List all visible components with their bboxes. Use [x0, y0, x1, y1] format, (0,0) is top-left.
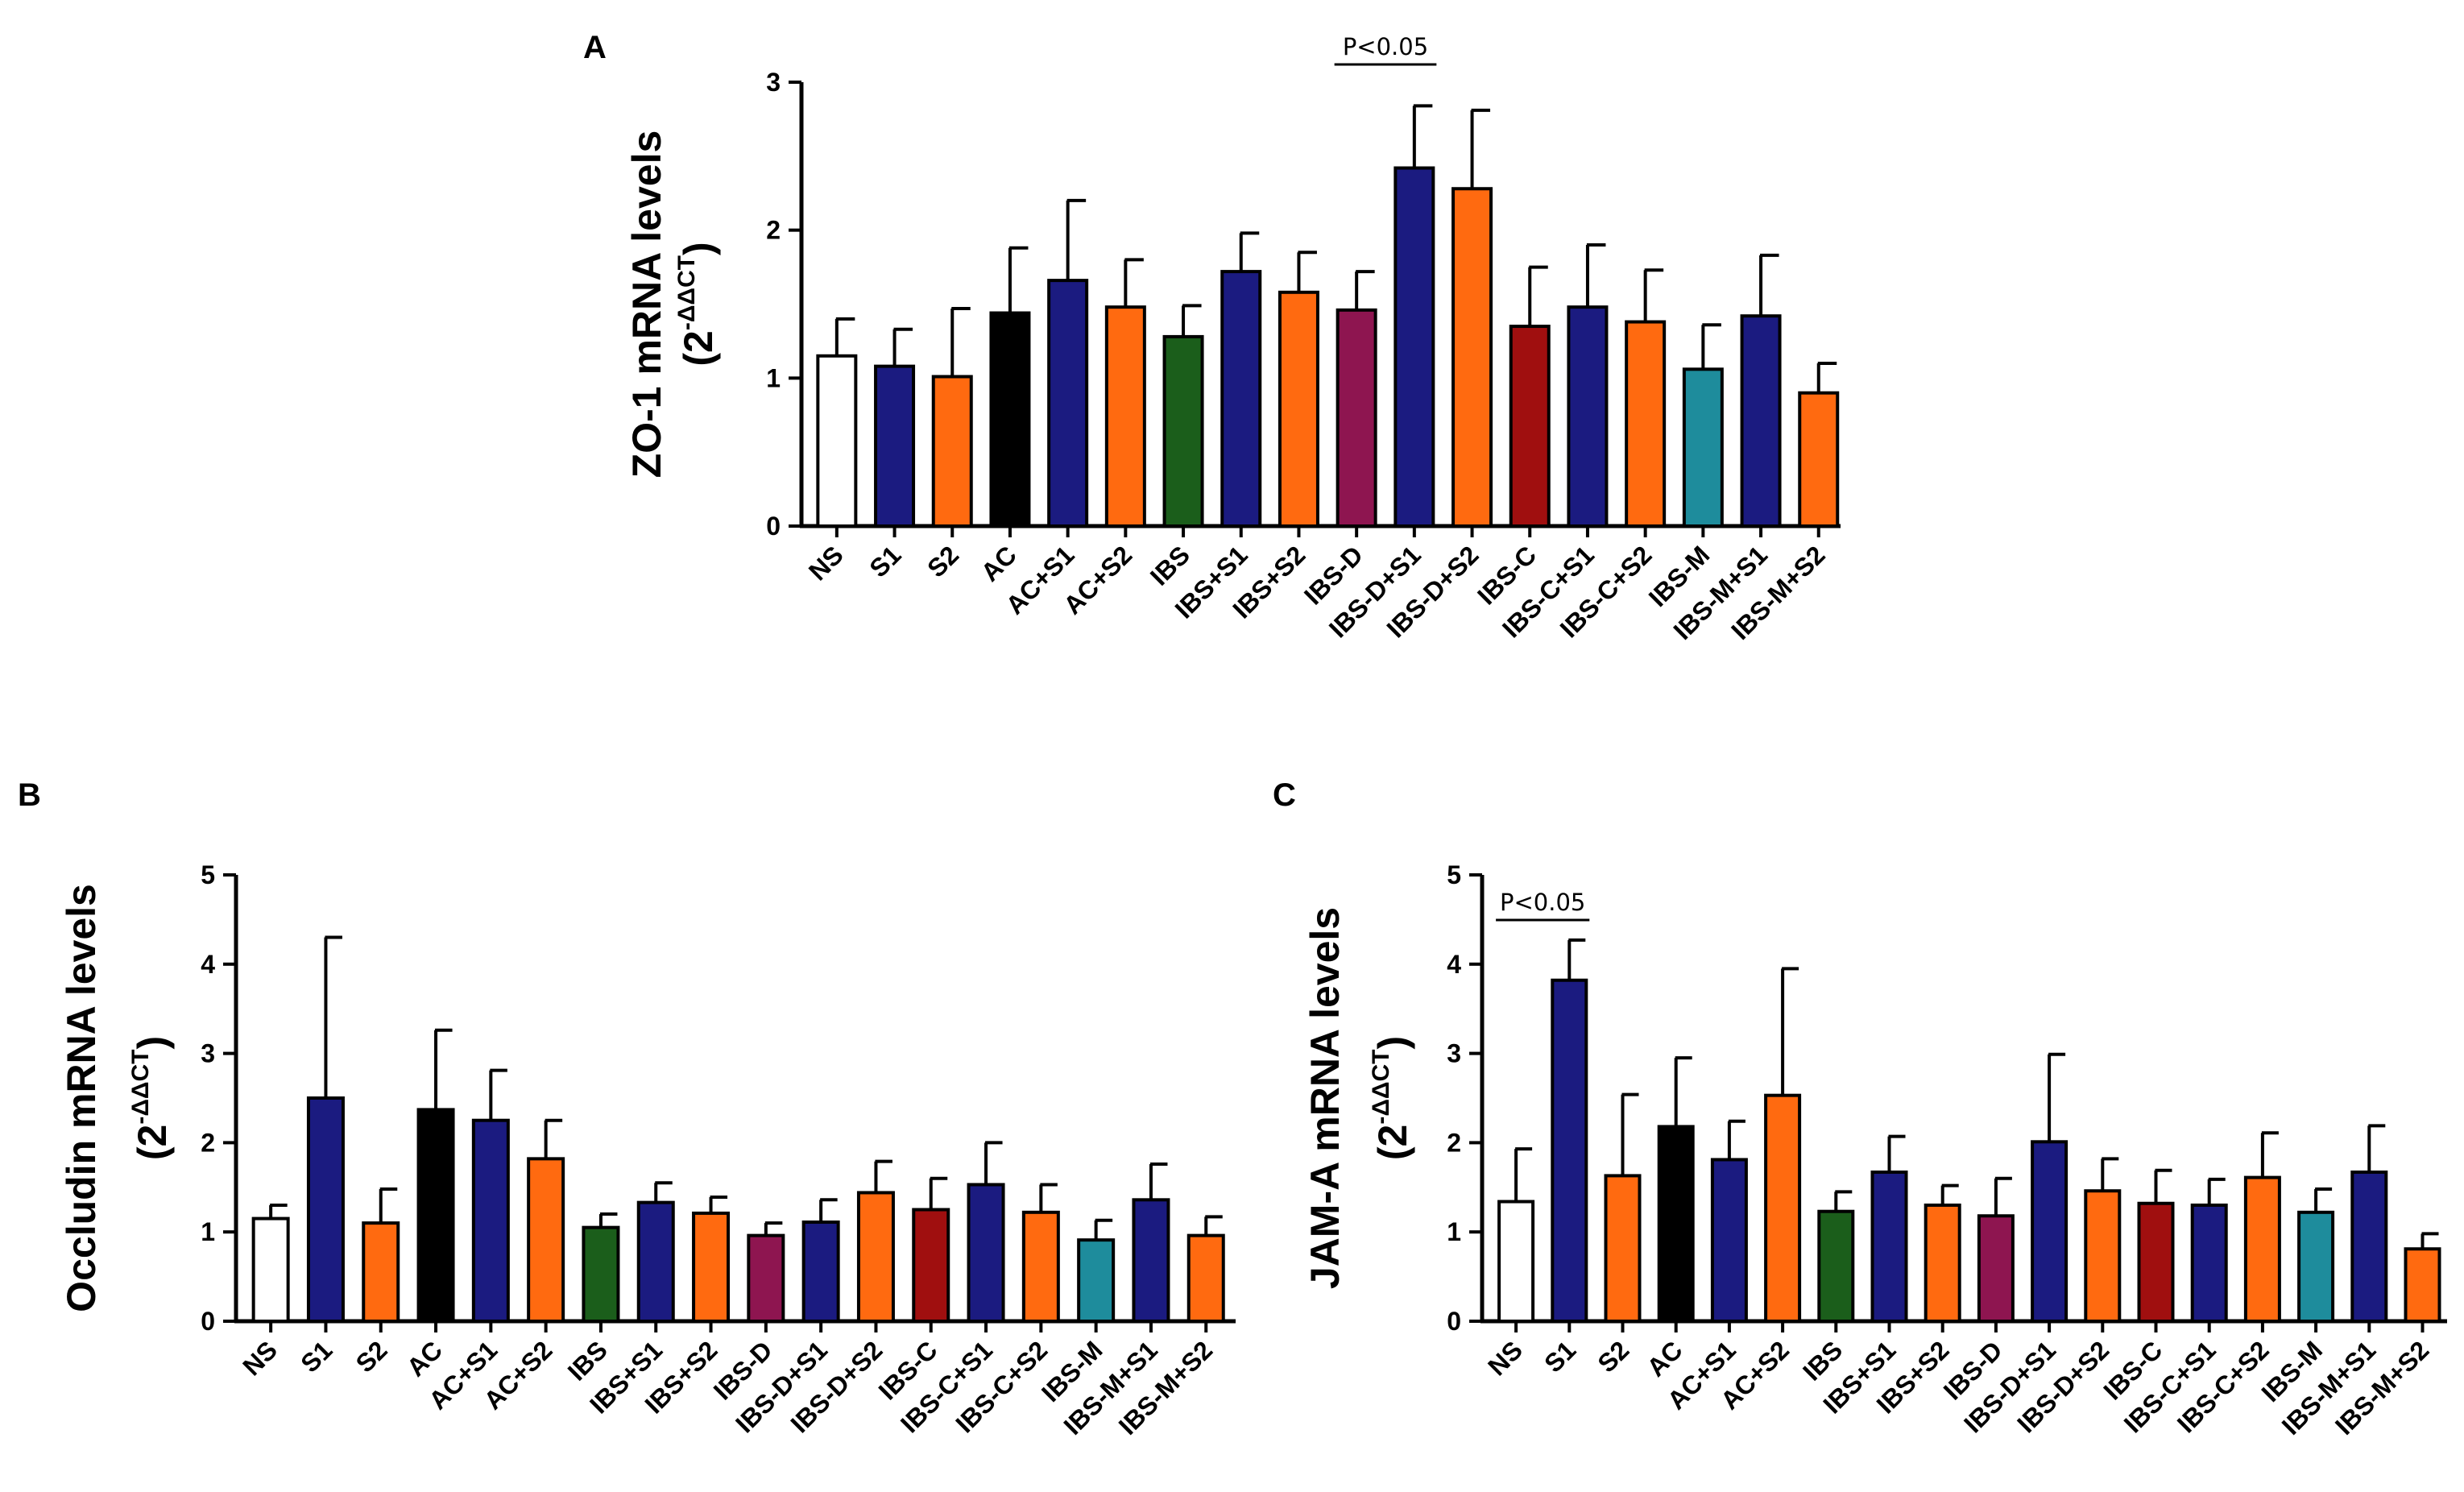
- bar-AC: [989, 311, 1031, 528]
- bar-IBS-C: [912, 1208, 950, 1323]
- bar-AC+S1: [1710, 1158, 1748, 1324]
- x-tick-label: NS: [803, 540, 849, 586]
- y-tick-label: 1: [766, 363, 781, 392]
- bar-IBS+S1: [636, 1200, 675, 1323]
- y-tick-label: 3: [1447, 1039, 1461, 1068]
- bar-AC+S1: [1047, 279, 1089, 528]
- bar-IBS: [582, 1225, 620, 1324]
- bar-IBS-C+S1: [1567, 305, 1609, 528]
- y-axis-title: ZO-1 mRNA levels: [624, 131, 669, 479]
- bar-IBS-D: [1336, 308, 1377, 528]
- y-tick-label: 0: [766, 512, 781, 541]
- bar-IBS-D+S1: [801, 1221, 840, 1323]
- bar-NS: [1497, 1200, 1535, 1323]
- bar-S1: [1551, 978, 1588, 1324]
- bar-IBS: [1817, 1209, 1855, 1323]
- bar-IBS: [1162, 334, 1204, 528]
- x-tick-label: IBS: [1145, 540, 1195, 591]
- bar-IBS+S2: [692, 1211, 731, 1323]
- y-tick-label: 1: [201, 1217, 215, 1246]
- bar-S2: [362, 1221, 400, 1323]
- x-tick-label: NS: [237, 1335, 283, 1381]
- bar-AC: [1657, 1125, 1695, 1324]
- bar-S2: [1604, 1174, 1642, 1323]
- y-tick-label: 2: [1447, 1128, 1461, 1157]
- bar-IBS-C+S1: [2190, 1203, 2228, 1323]
- x-tick-label: NS: [1482, 1335, 1528, 1381]
- bar-IBS-M+S2: [2404, 1247, 2441, 1323]
- y-tick-label: 0: [201, 1307, 215, 1336]
- bar-IBS-M+S1: [1132, 1198, 1170, 1324]
- bar-IBS-C+S2: [2243, 1175, 2281, 1324]
- y-tick-label: 3: [201, 1039, 215, 1068]
- bar-S2: [931, 375, 973, 528]
- bar-IBS-M+S1: [2350, 1170, 2388, 1323]
- bar-IBS-D+S2: [1451, 187, 1493, 528]
- bar-IBS-D+S1: [2031, 1140, 2069, 1323]
- bar-IBS-D: [1977, 1214, 2015, 1323]
- bar-NS: [251, 1216, 290, 1323]
- y-tick-label: 0: [1447, 1307, 1461, 1336]
- x-tick-label: S1: [1538, 1335, 1581, 1378]
- bar-IBS+S1: [1220, 270, 1262, 528]
- x-tick-label: S1: [295, 1335, 338, 1378]
- bar-IBS-C+S1: [967, 1183, 1005, 1323]
- bar-S1: [306, 1096, 345, 1323]
- y-axis-title: JAM-A mRNA levels: [1302, 907, 1348, 1289]
- bar-IBS-M: [2297, 1210, 2335, 1323]
- x-tick-label: S2: [350, 1335, 393, 1378]
- y-tick-label: 5: [1447, 860, 1461, 889]
- bar-IBS-D: [747, 1233, 785, 1323]
- y-tick-label: 5: [201, 860, 215, 889]
- bar-IBS-M+S1: [1740, 314, 1782, 528]
- bar-IBS-D+S2: [856, 1191, 895, 1323]
- bar-IBS-C+S2: [1625, 320, 1667, 528]
- bar-IBS-C: [1509, 325, 1551, 528]
- y-tick-label: 3: [766, 68, 781, 97]
- bar-AC+S1: [471, 1118, 510, 1323]
- x-tick-label: S2: [921, 540, 964, 582]
- significance-label: P<0.05: [1343, 33, 1428, 60]
- x-tick-label: AC: [401, 1335, 448, 1382]
- bar-IBS-M+S2: [1186, 1233, 1225, 1323]
- bar-AC+S2: [1764, 1093, 1802, 1324]
- significance-label: P<0.05: [1500, 889, 1585, 916]
- bar-IBS+S2: [1278, 290, 1319, 528]
- bar-IBS-C+S2: [1021, 1210, 1060, 1323]
- panel-letter: A: [583, 30, 607, 65]
- y-axis-unit: (2-ΔΔCT): [673, 242, 721, 366]
- bar-AC+S2: [1104, 305, 1146, 528]
- panel-letter: B: [18, 777, 41, 813]
- bar-AC: [416, 1108, 455, 1324]
- y-tick-label: 2: [766, 216, 781, 245]
- bar-AC+S2: [527, 1157, 565, 1323]
- y-tick-label: 1: [1447, 1217, 1461, 1246]
- y-axis-title: Occludin mRNA levels: [59, 884, 104, 1312]
- y-tick-label: 2: [201, 1128, 215, 1157]
- bar-IBS-C: [2137, 1201, 2175, 1324]
- bar-IBS+S2: [1924, 1203, 1961, 1323]
- x-tick-label: S2: [1592, 1335, 1634, 1378]
- y-axis-unit: (2-ΔΔCT): [127, 1036, 175, 1160]
- bar-IBS-M: [1682, 367, 1724, 528]
- y-axis-unit: (2-ΔΔCT): [1368, 1036, 1415, 1160]
- bar-IBS-D+S1: [1394, 166, 1435, 528]
- panel-b: B 0 1 2 3 4 5 Occludin mRNA levels (2-ΔΔCT) NS S1 S…: [18, 777, 1236, 1440]
- bar-IBS-M+S2: [1798, 391, 1840, 528]
- bar-IBS-M: [1077, 1238, 1116, 1323]
- x-tick-label: S1: [863, 540, 906, 582]
- bar-IBS+S1: [1870, 1170, 1908, 1323]
- panel-letter: C: [1273, 777, 1296, 813]
- bar-S1: [874, 364, 916, 528]
- bar-NS: [816, 354, 858, 528]
- bar-IBS-D+S2: [2084, 1189, 2122, 1324]
- y-tick-label: 4: [201, 950, 215, 979]
- x-tick-label: AC: [975, 540, 1022, 586]
- y-tick-label: 4: [1447, 950, 1461, 979]
